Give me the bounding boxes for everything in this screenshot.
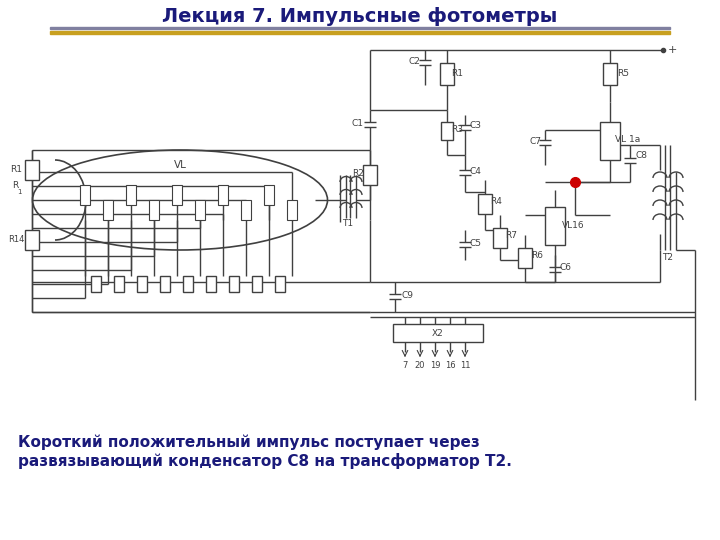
Bar [126, 185, 136, 205]
Bar [25, 230, 39, 250]
Bar [50, 26, 670, 29]
Text: C8: C8 [636, 151, 648, 159]
Text: +: + [667, 45, 677, 55]
Bar [600, 122, 620, 160]
Bar [393, 324, 483, 342]
Text: C9: C9 [401, 292, 413, 300]
Bar [545, 207, 565, 245]
Text: C5: C5 [469, 240, 481, 248]
Text: 19: 19 [430, 361, 440, 370]
Bar [114, 276, 124, 292]
Bar [206, 276, 216, 292]
Bar [172, 185, 182, 205]
Bar [149, 200, 159, 220]
Text: VL 1a: VL 1a [616, 136, 641, 145]
Text: T1: T1 [343, 219, 354, 228]
Text: C4: C4 [469, 167, 481, 177]
Text: C6: C6 [560, 264, 572, 273]
Text: VL: VL [174, 160, 186, 170]
Text: Короткий положительный импульс поступает через
развязывающий конденсатор С8 на т: Короткий положительный импульс поступает… [18, 435, 512, 469]
Text: R14: R14 [8, 235, 24, 245]
Text: R: R [12, 180, 18, 190]
Text: VL16: VL16 [562, 220, 585, 230]
Bar [103, 200, 113, 220]
Text: R3: R3 [451, 125, 463, 134]
Text: C3: C3 [469, 120, 481, 130]
Bar [160, 276, 170, 292]
Bar [137, 276, 147, 292]
Text: R1: R1 [10, 165, 22, 174]
Text: 1: 1 [17, 189, 22, 195]
Bar [80, 185, 90, 205]
Bar [518, 248, 532, 268]
Text: 7: 7 [402, 361, 408, 370]
Bar [183, 276, 193, 292]
Bar [25, 160, 39, 180]
Bar [603, 63, 617, 85]
Text: C2: C2 [408, 57, 420, 66]
Bar [441, 122, 453, 140]
Text: T2: T2 [662, 253, 673, 261]
Text: R4: R4 [490, 198, 502, 206]
Bar [229, 276, 239, 292]
Bar [363, 165, 377, 185]
Bar [195, 200, 205, 220]
Text: R7: R7 [505, 232, 517, 240]
Text: R2: R2 [352, 168, 364, 178]
Bar [91, 276, 101, 292]
Bar [478, 194, 492, 214]
Text: C7: C7 [529, 138, 541, 146]
Text: X2: X2 [432, 328, 444, 338]
Bar [50, 30, 670, 34]
Text: R6: R6 [531, 252, 543, 260]
Text: R1: R1 [451, 70, 463, 78]
Text: Лекция 7. Импульсные фотометры: Лекция 7. Импульсные фотометры [162, 8, 558, 26]
Bar [252, 276, 262, 292]
Bar [264, 185, 274, 205]
Bar [241, 200, 251, 220]
Bar [218, 185, 228, 205]
Text: C1: C1 [352, 119, 364, 129]
Bar [493, 228, 507, 248]
Bar [287, 200, 297, 220]
Text: 16: 16 [445, 361, 455, 370]
Bar [440, 63, 454, 85]
Text: R5: R5 [617, 70, 629, 78]
Bar [275, 276, 285, 292]
Text: 20: 20 [415, 361, 426, 370]
Text: 11: 11 [460, 361, 470, 370]
